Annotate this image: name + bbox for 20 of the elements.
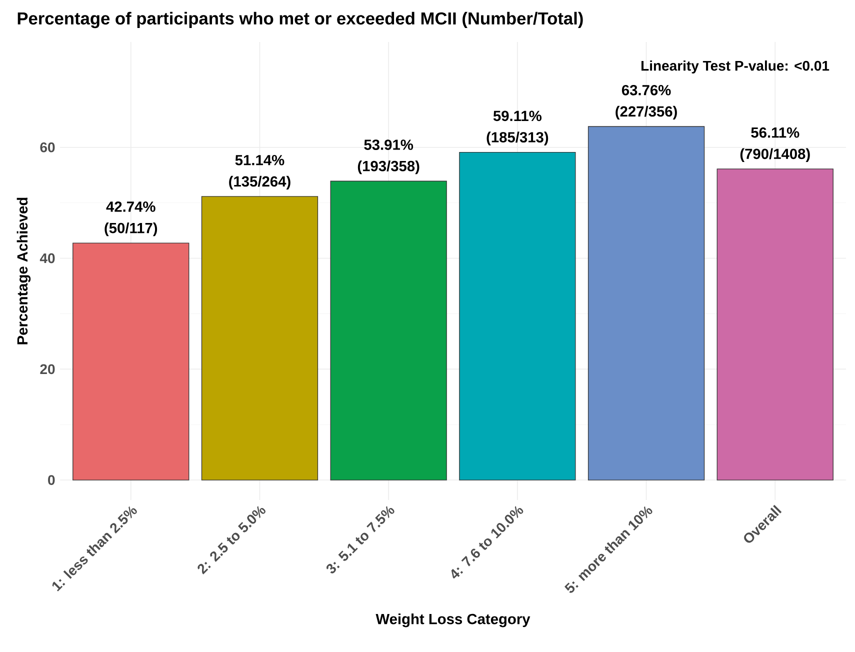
chart-title: Percentage of participants who met or exceeded MCII (Number/Total): [18, 12, 583, 28]
y-tick-label: 0: [48, 475, 55, 486]
y-axis-title: Percentage Achieved: [16, 198, 31, 344]
bar: [330, 180, 447, 480]
x-axis-title: Weight Loss Category: [376, 613, 530, 628]
bar: [588, 126, 705, 480]
data-label: 42.74% (50/117): [104, 202, 158, 236]
y-tick-label: 40: [40, 253, 55, 264]
data-label: 59.11% (185/313): [486, 110, 548, 146]
bar: [716, 168, 834, 480]
data-label: 56.11% (790/1408): [740, 127, 810, 162]
data-label: 63.76% (227/356): [616, 84, 677, 120]
bar: [72, 242, 190, 480]
data-label: 51.14% (135/264): [229, 154, 290, 190]
data-label: 53.91% (193/358): [358, 140, 420, 174]
annotation: Linearity Test P-value: <0.01: [641, 60, 830, 74]
y-tick-label: 60: [40, 142, 55, 152]
bar: [459, 152, 576, 480]
bar: [201, 196, 318, 480]
y-tick-label: 20: [40, 364, 55, 374]
